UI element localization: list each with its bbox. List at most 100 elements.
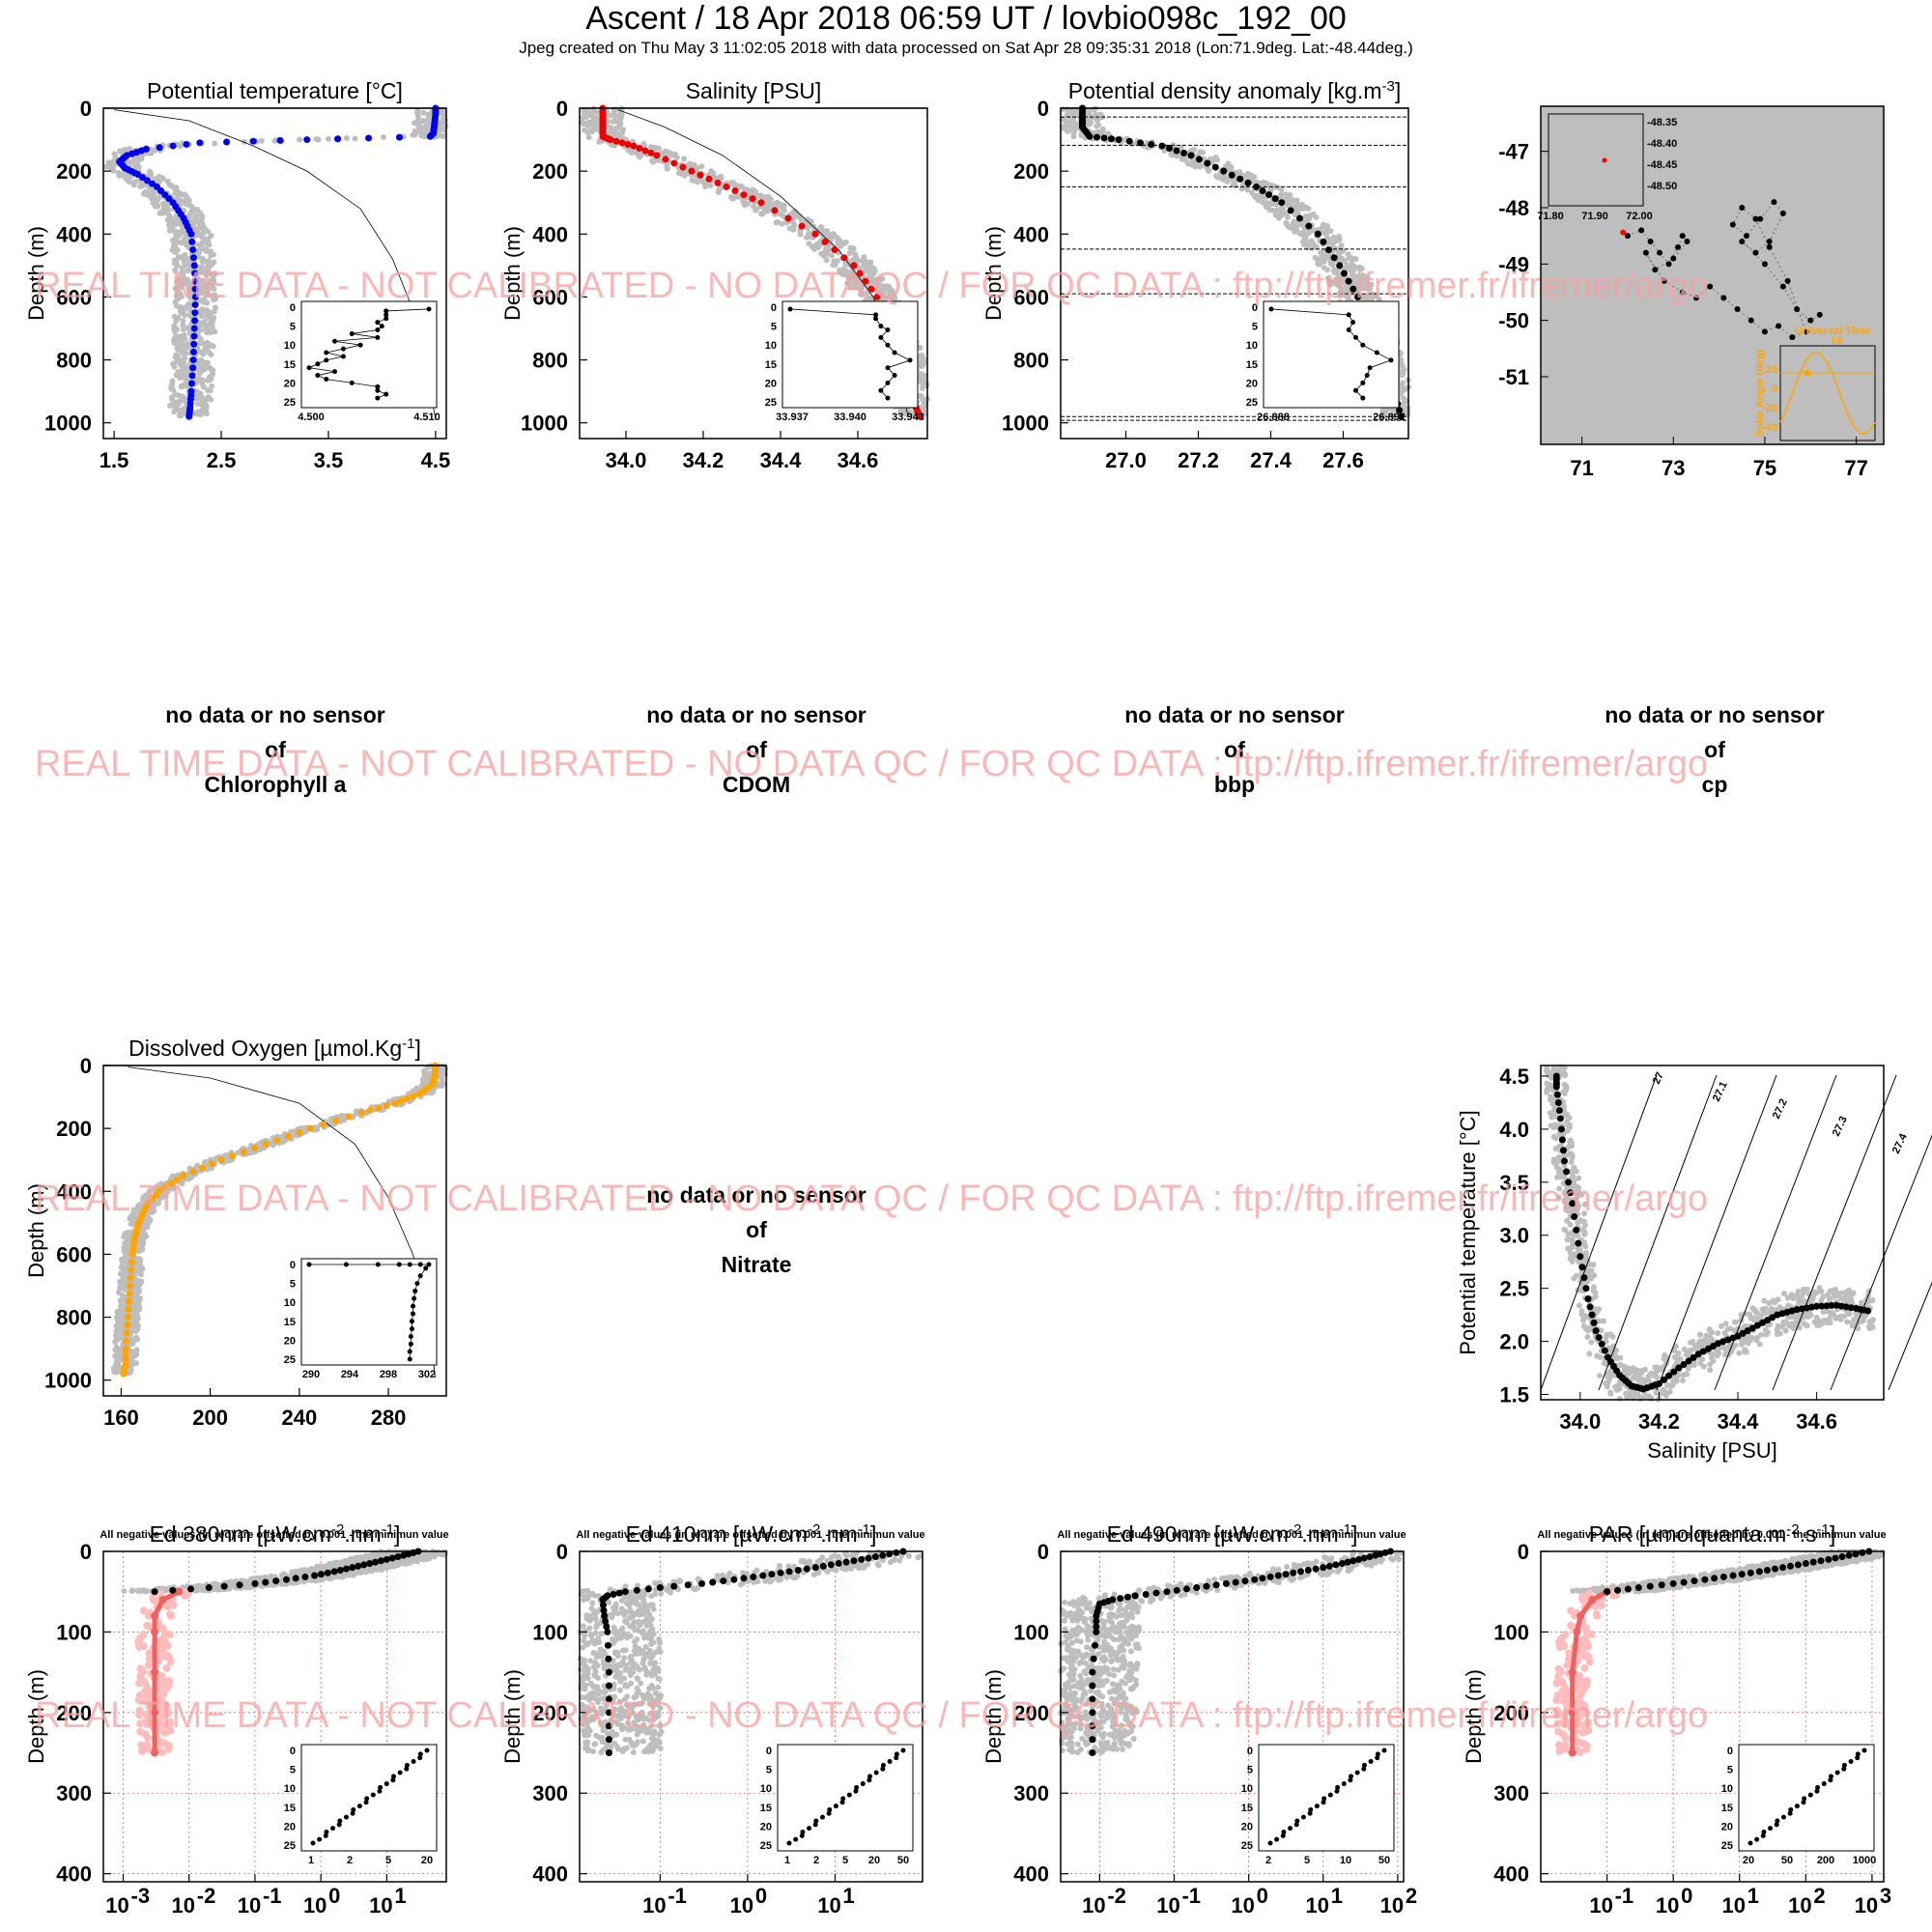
map-trajectory-point (1679, 233, 1686, 240)
temperature-ytick-label: 0 (80, 97, 92, 121)
map-trajectory-point (1761, 328, 1768, 335)
ts-cloud-point (1715, 1330, 1721, 1337)
salinity-ytick-label: 800 (532, 349, 568, 373)
salinity-cloud-point (919, 377, 925, 384)
temperature-cloud-point (199, 240, 206, 246)
ts-cloud-point (1800, 1290, 1806, 1296)
temperature-cloud-point (212, 328, 218, 335)
oxygen-profile-point (199, 1164, 207, 1172)
map-trajectory-point (1729, 221, 1736, 228)
temperature-cloud-point (148, 171, 155, 178)
temperature-profile-point (188, 380, 196, 387)
temperature-inset-point (324, 357, 329, 363)
density-inset-ytick: 15 (1246, 359, 1258, 371)
density-profile-point (1173, 147, 1180, 155)
temperature-cloud-point (199, 234, 206, 241)
salinity-cloud-point (804, 218, 810, 225)
density-profile-point (1236, 175, 1244, 183)
oxygen-profile-point (128, 1266, 135, 1274)
oxygen-inset-ytick: 0 (290, 1260, 296, 1271)
density-cloud-point (1400, 384, 1406, 391)
temperature-cloud-point (258, 137, 265, 144)
density-cloud-point (1286, 224, 1293, 231)
ts-cloud-point (1849, 1320, 1856, 1326)
density-inset-point (1353, 387, 1359, 393)
temperature-cloud-point (204, 259, 211, 266)
salinity-inset-point (885, 327, 891, 333)
oxygen-inset-xtick: 294 (341, 1369, 359, 1380)
ts-cloud-point (1575, 1232, 1581, 1238)
oxygen-ytick-label: 600 (56, 1242, 92, 1266)
density-ytick-label: 800 (1013, 349, 1049, 373)
salinity-cloud-point (687, 160, 694, 167)
ts-cloud-point (1831, 1293, 1837, 1300)
temperature-cloud-point (175, 239, 182, 245)
map-trajectory-point (1744, 233, 1749, 240)
oxygen-ytick-label: 800 (56, 1306, 92, 1330)
density-cloud-point (1285, 214, 1292, 221)
oxygen-cloud-point (128, 1221, 134, 1228)
density-inset-point (1364, 373, 1370, 379)
temperature-cloud-point (204, 339, 211, 346)
temperature-cloud-point (204, 377, 211, 384)
temperature-cloud-point (194, 217, 201, 224)
temperature-inset-point (306, 365, 312, 371)
map-zoom-ytick: -48.40 (1647, 138, 1677, 150)
temperature-xtick-label: 1.5 (99, 448, 129, 472)
salinity-profile-point (757, 199, 765, 207)
oxygen-cloud-point (270, 1142, 276, 1149)
salinity-inset-point (885, 365, 891, 371)
temperature-cloud-point (203, 411, 210, 417)
density-profile-point (1259, 187, 1266, 194)
temperature-cloud-point (410, 131, 416, 138)
temperature-profile-point (156, 144, 163, 152)
temperature-cloud-point (200, 384, 207, 390)
temperature-cloud-point (172, 219, 179, 226)
oxygen-cloud-point (114, 1328, 121, 1335)
salinity-profile-point (679, 163, 687, 171)
salinity-profile-point (821, 238, 829, 245)
salinity-cloud-point (681, 156, 688, 162)
temperature-cloud-point (315, 136, 322, 143)
density-inset-xtick: 26.892 (1373, 412, 1406, 423)
oxygen-inset-point (408, 1333, 413, 1339)
salinity-cloud-point (849, 246, 856, 253)
ts-cloud-point (1742, 1347, 1748, 1353)
ts-cloud-point (1581, 1231, 1588, 1237)
temperature-cloud-point (209, 367, 215, 374)
oxygen-cloud-point (257, 1147, 264, 1153)
density-cloud-point (1294, 210, 1301, 216)
map-xtick-label: 77 (1844, 456, 1867, 480)
salinity-cloud-point (611, 106, 618, 113)
ts-cloud-point (1846, 1311, 1853, 1318)
density-inset-ytick: 5 (1252, 322, 1258, 333)
density-cloud-point (1169, 152, 1176, 158)
oxygen-cloud-point (132, 1316, 139, 1322)
ts-cloud-point (1569, 1258, 1576, 1264)
salinity-inset-ytick: 15 (765, 359, 777, 371)
temperature-cloud-point (175, 399, 182, 406)
map-trajectory-point (1779, 283, 1786, 290)
temperature-cloud-point (171, 363, 178, 370)
salinity-cloud-point (708, 168, 715, 175)
oxygen-inset-xtick: 298 (380, 1369, 397, 1380)
oxygen-cloud-point (138, 1265, 145, 1272)
ts-cloud-point (1569, 1244, 1576, 1251)
temperature-cloud-point (194, 401, 201, 408)
salinity-cloud-point (781, 207, 787, 213)
temperature-cloud-point (126, 176, 132, 183)
density-title: Potential density anomaly [kg.m-3] (1068, 78, 1401, 103)
density-cloud-point (1332, 246, 1339, 253)
map-zoom-ytick: -48.35 (1647, 117, 1677, 128)
oxygen-profile-point (124, 1314, 131, 1321)
oxygen-profile-point (306, 1124, 314, 1132)
ts-cloud-point (1756, 1341, 1763, 1348)
salinity-xtick-label: 34.0 (606, 448, 647, 472)
temperature-cloud-point (180, 318, 186, 325)
temperature-inset-point (379, 324, 384, 329)
density-profile-point (1125, 137, 1133, 145)
density-ytick-label: 0 (1037, 97, 1049, 121)
density-profile-point (1137, 139, 1144, 147)
density-cloud-point (1200, 149, 1207, 156)
ts-cloud-point (1824, 1320, 1831, 1326)
